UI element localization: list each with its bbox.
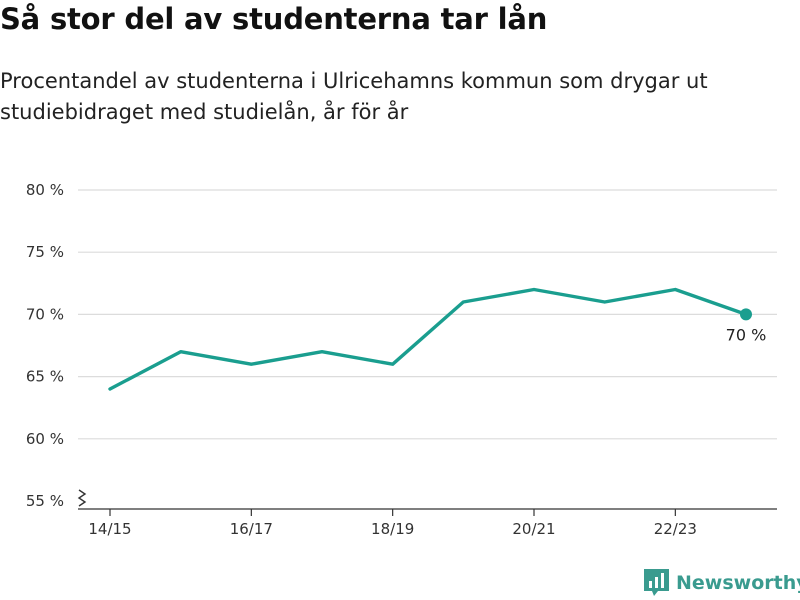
x-axis: 14/15 16/17 18/19 20/21 22/23: [78, 508, 777, 538]
data-point: [180, 351, 182, 353]
y-tick-label: 70 %: [26, 305, 64, 323]
x-tick-label: 22/23: [654, 520, 697, 538]
chart-title: Så stor del av studenterna tar lån: [0, 2, 548, 36]
data-point: [321, 351, 323, 353]
x-tick-label: 16/17: [230, 520, 273, 538]
x-tick-label: 18/19: [371, 520, 414, 538]
y-tick-label: 55 %: [26, 492, 64, 510]
data-point: [533, 289, 535, 291]
data-point: [604, 301, 606, 303]
data-point: [109, 388, 111, 390]
data-point: [462, 301, 464, 303]
x-tick-label: 14/15: [88, 520, 131, 538]
axis-break-icon: [77, 489, 87, 507]
series-line: [108, 287, 748, 391]
data-point: [674, 289, 676, 291]
data-point: [392, 363, 394, 365]
last-point-marker: [740, 308, 752, 321]
x-tick-label: 20/21: [512, 520, 555, 538]
y-axis-ticks: 55 % 60 % 65 % 70 % 75 % 80 %: [26, 181, 87, 510]
data-point: [250, 363, 252, 365]
series-lines: [108, 287, 752, 391]
last-point-label: 70 %: [726, 325, 767, 344]
brand: Newsworthy: [644, 569, 800, 596]
brand-name: Newsworthy: [676, 571, 800, 594]
chart-subtitle: Procentandel av studenterna i Ulricehamn…: [0, 69, 708, 124]
y-tick-label: 80 %: [26, 181, 64, 199]
y-tick-label: 75 %: [26, 243, 64, 261]
gridlines: [78, 189, 777, 440]
y-tick-label: 60 %: [26, 430, 64, 448]
newsworthy-logo-icon: [644, 569, 669, 596]
data-labels: 70 %: [726, 325, 767, 344]
y-tick-label: 65 %: [26, 368, 64, 386]
